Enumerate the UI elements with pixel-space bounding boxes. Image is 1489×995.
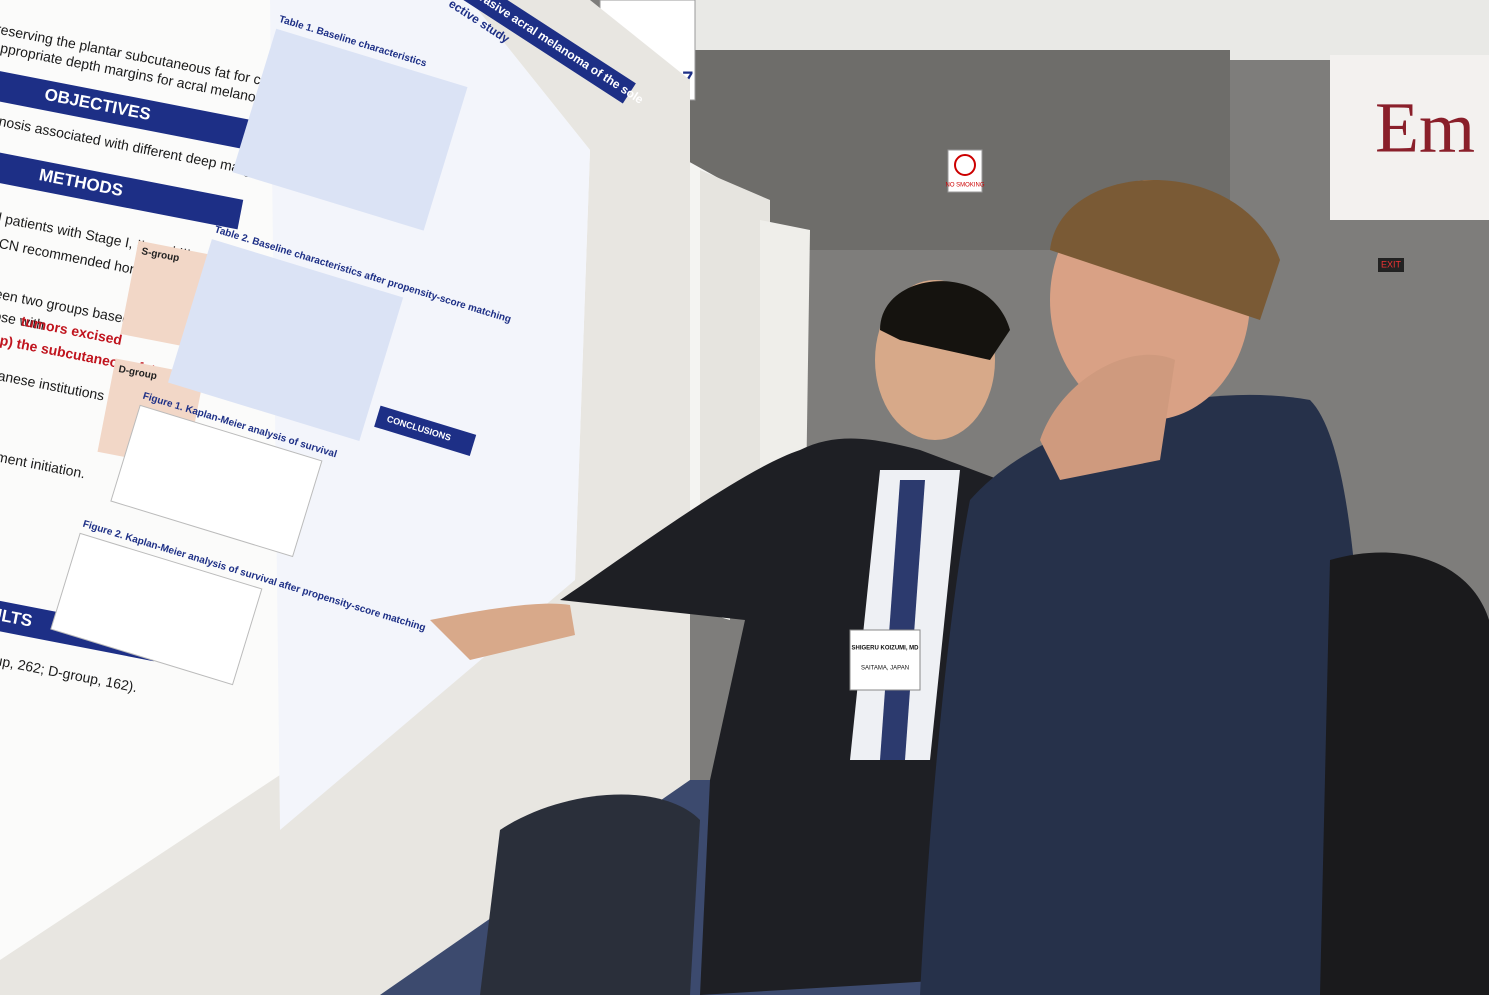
exit-text: EXIT [1381, 259, 1402, 269]
pointing-hand [430, 603, 575, 660]
no-smoking-text: NO SMOKING [945, 183, 984, 189]
badge [849, 629, 921, 691]
section-band [0, 66, 259, 151]
badge-place: SAITAMA, JAPAN [861, 666, 909, 672]
section-band [0, 145, 244, 230]
badge-name: SHIGERU KOIZUMI, MD [852, 646, 920, 652]
hall-sign-text: Em [1375, 88, 1475, 168]
bag [480, 794, 700, 995]
table [232, 28, 468, 231]
visitor-hand [1040, 354, 1175, 480]
no-smoking-sign [947, 149, 983, 193]
section-band [374, 405, 477, 456]
exit-sign [1378, 258, 1404, 272]
presenter-hair [880, 281, 1010, 360]
visitor-hair [1050, 180, 1280, 320]
backpack [1320, 552, 1489, 995]
km-plot [110, 404, 323, 558]
table [168, 239, 404, 441]
hall-banner [1330, 55, 1489, 220]
no-smoking-icon [954, 154, 976, 176]
title-band [455, 0, 636, 104]
km-plot [50, 532, 263, 686]
visitor-suit [920, 394, 1364, 995]
